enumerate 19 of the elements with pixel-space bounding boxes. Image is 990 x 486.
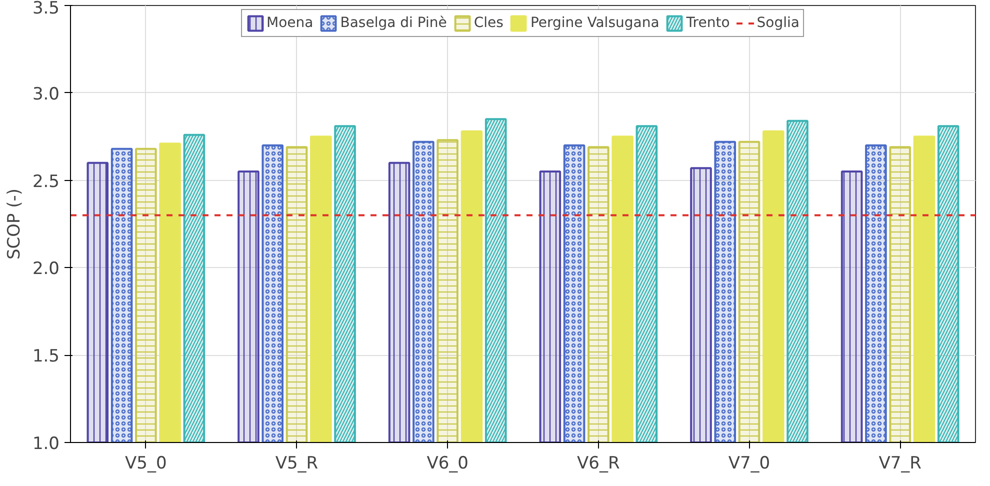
y-tick-label: 1.5 [32, 346, 60, 367]
y-tick-label: 3.5 [32, 0, 60, 18]
y-axis-title: SCOP (-) [4, 188, 24, 260]
y-tick-label: 2.0 [32, 259, 60, 280]
legend-label: Cles [474, 15, 504, 31]
legend-label: Baselga di Pinè [340, 15, 447, 31]
y-tick-label: 3.0 [32, 84, 60, 104]
x-tick-label: V5_0 [125, 454, 167, 474]
legend-label: Trento [686, 15, 730, 31]
legend-label: Moena [266, 15, 314, 31]
y-tick-label: 1.0 [32, 434, 60, 454]
y-tick-label: 2.5 [32, 172, 60, 192]
legend-label: Pergine Valsugana [530, 15, 660, 31]
x-tick-label: V7_0 [728, 454, 770, 474]
x-tick-label: V6_0 [426, 454, 468, 474]
x-tick-label: V5_R [275, 454, 318, 474]
x-tick-label: V7_R [878, 454, 922, 474]
x-tick-label: V6_R [577, 454, 620, 474]
legend-label: Soglia [756, 15, 800, 31]
